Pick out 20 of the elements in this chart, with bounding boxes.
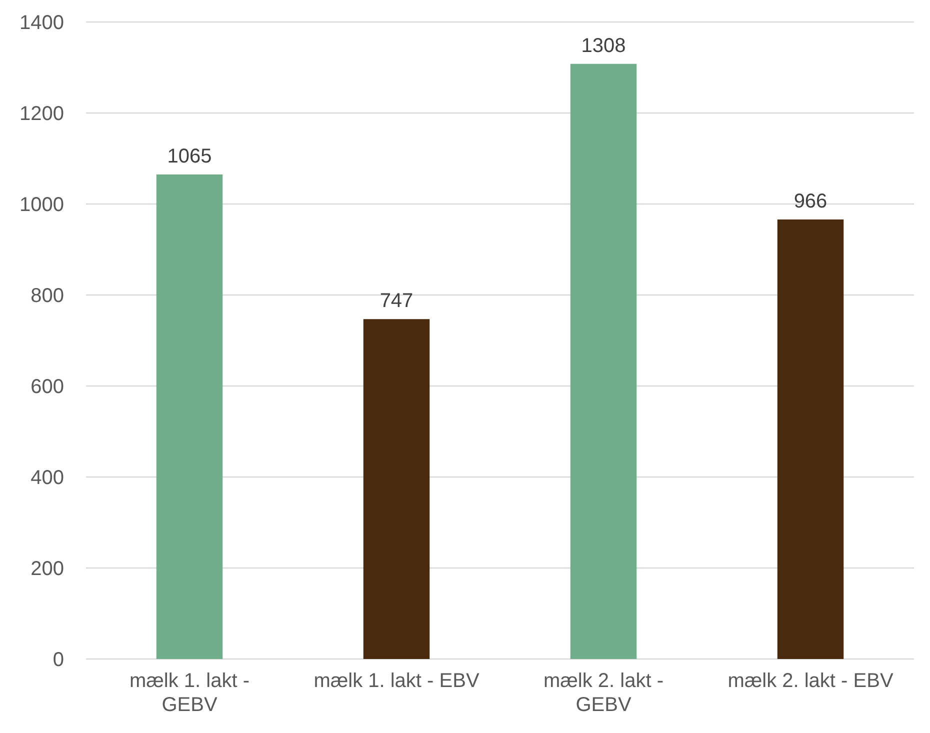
data-label: 966 [794,190,828,212]
x-tick-label: mælk 1. lakt - EBV [314,670,480,692]
y-tick-label: 1400 [20,12,64,34]
y-tick-label: 1200 [20,103,64,125]
x-tick-label: mælk 1. lakt - GEBV [129,670,250,716]
y-tick-label: 400 [30,467,64,489]
bar [156,174,223,659]
y-tick-label: 0 [52,649,64,671]
bar [570,64,637,659]
bar [363,319,430,659]
data-label: 747 [380,290,414,312]
bar [777,219,844,659]
y-tick-label: 800 [30,285,64,307]
x-tick-label: mælk 2. lakt - GEBV [543,670,664,716]
data-label: 1308 [581,34,626,57]
data-label: 1065 [167,145,212,168]
x-tick-label: mælk 2. lakt - EBV [728,670,894,692]
y-tick-label: 200 [30,558,64,580]
y-tick-label: 1000 [20,194,64,216]
y-tick-label: 600 [30,376,64,398]
